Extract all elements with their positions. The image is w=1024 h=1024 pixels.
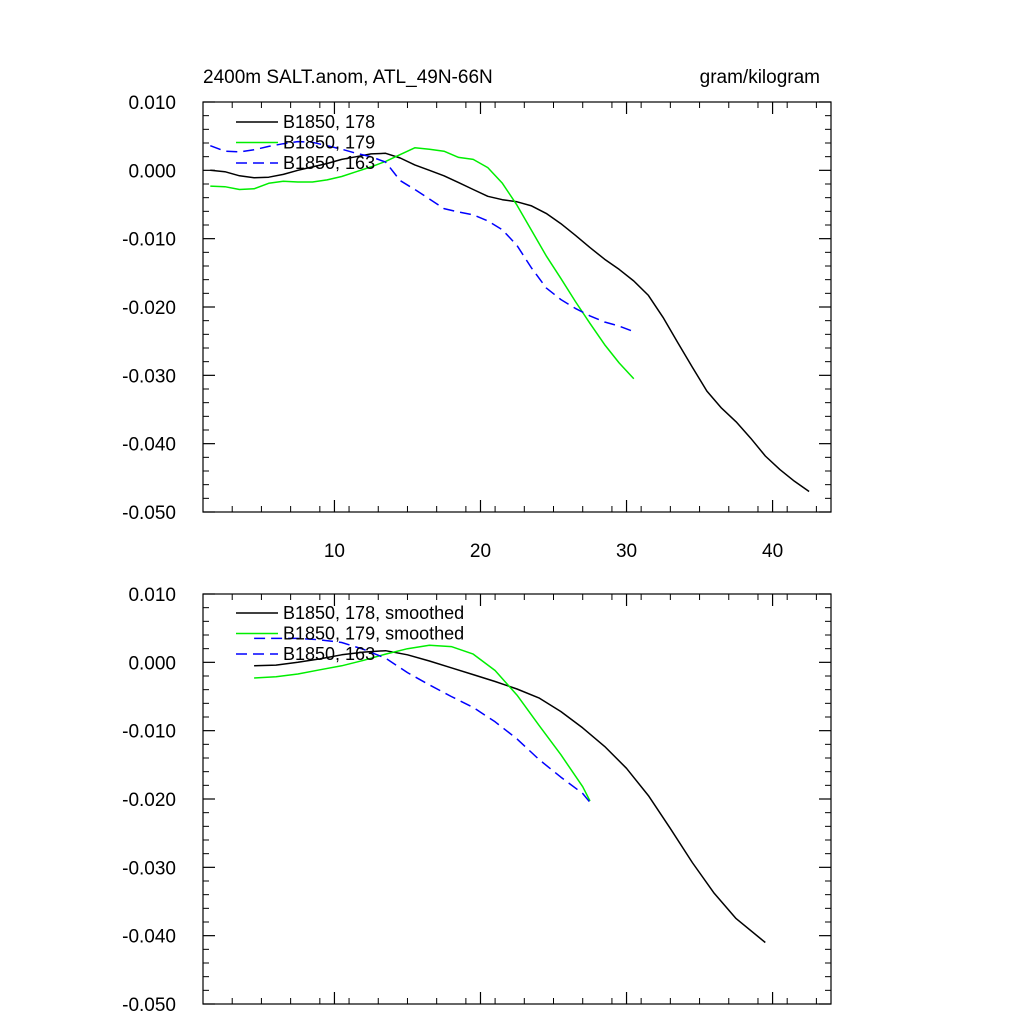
series-line-2 — [210, 140, 635, 333]
y-tick-label: -0.020 — [122, 298, 176, 319]
legend-label-2: B1850, 163 — [283, 644, 375, 664]
y-tick-label: -0.010 — [122, 230, 176, 251]
top-panel: 10 20 30 40 0.010 0.000 -0.010 -0.020 -0.030 -0.0… — [122, 93, 832, 562]
series-line-0 — [254, 649, 766, 944]
series-line-0 — [210, 152, 810, 493]
y-tick-label: -0.030 — [122, 858, 176, 879]
x-tick-label: 30 — [616, 541, 637, 562]
legend-label-1: B1850, 179, smoothed — [283, 624, 464, 644]
chart-title: 2400m SALT.anom, ATL_49N-66N — [203, 67, 493, 88]
y-tick-label: -0.010 — [122, 722, 176, 743]
series-line-1 — [210, 147, 635, 380]
y-tick-label: -0.030 — [122, 366, 176, 387]
legend-label-0: B1850, 178, smoothed — [283, 603, 464, 623]
x-tick-label: 20 — [470, 541, 491, 562]
y-tick-label: -0.040 — [122, 435, 176, 456]
y-tick-label: 0.000 — [128, 653, 176, 674]
y-tick-label: 0.010 — [128, 585, 176, 606]
legend-label-0: B1850, 178 — [283, 112, 375, 132]
y-tick-label: -0.050 — [122, 995, 176, 1016]
series-line-2 — [254, 637, 591, 803]
x-tick-label: 40 — [762, 541, 783, 562]
bottom-panel: 0.010 0.000 -0.010 -0.020 -0.030 -0.040 -0.050… — [122, 585, 832, 1016]
y-tick-label: -0.020 — [122, 790, 176, 811]
units-label: gram/kilogram — [700, 67, 820, 88]
y-tick-label: -0.050 — [122, 503, 176, 524]
y-tick-label: 0.010 — [128, 93, 176, 114]
y-tick-label: 0.000 — [128, 161, 176, 182]
series-line-1 — [254, 644, 591, 802]
y-tick-label: -0.040 — [122, 927, 176, 948]
legend-label-1: B1850, 179 — [283, 133, 375, 153]
x-tick-label: 10 — [324, 541, 345, 562]
legend-label-2: B1850, 163 — [283, 153, 375, 173]
